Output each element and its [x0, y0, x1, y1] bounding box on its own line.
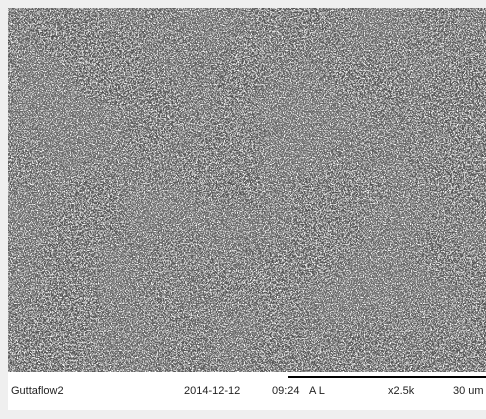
time: 09:24 [272, 385, 300, 397]
scale-bar [288, 376, 486, 378]
image-particles [8, 8, 486, 372]
scale-label: 30 um [453, 385, 484, 397]
info-bar: Guttaflow2 2014-12-12 09:24 A L x2.5k 30… [8, 372, 486, 410]
date: 2014-12-12 [184, 385, 241, 397]
magnification: x2.5k [388, 385, 415, 397]
detector-mode: A L [309, 385, 325, 397]
sample-name: Guttaflow2 [11, 385, 64, 397]
sem-image [8, 8, 486, 372]
